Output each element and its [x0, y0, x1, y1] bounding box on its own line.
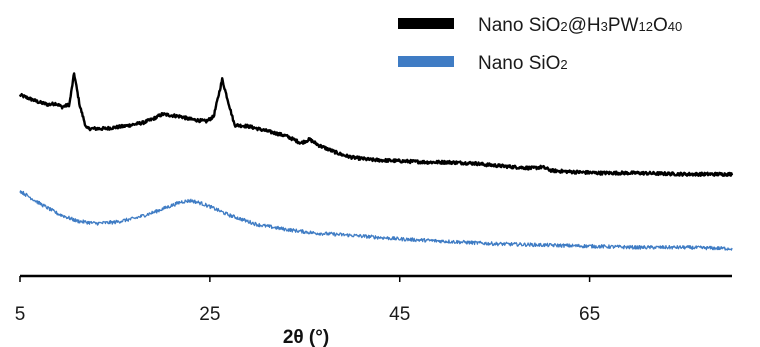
legend-label-1: Nano SiO2@H3PW12O40: [478, 15, 682, 36]
x-tick-label: 5: [15, 304, 26, 325]
legend-swatch-2: [398, 56, 454, 67]
legend: Nano SiO2@H3PW12O40 Nano SiO2: [398, 15, 682, 74]
series-line-1: [18, 72, 734, 177]
x-tick-layer: 5 25 45 65: [15, 276, 600, 325]
series-line-2: [19, 190, 733, 251]
x-tick-label: 25: [199, 304, 220, 325]
legend-label-2: Nano SiO2: [478, 53, 568, 74]
x-axis-title: 2θ (°): [283, 327, 329, 347]
legend-swatch-1: [398, 18, 454, 29]
x-tick-label: 45: [389, 304, 410, 325]
series-layer: [18, 72, 734, 251]
x-tick-label: 65: [579, 304, 600, 325]
